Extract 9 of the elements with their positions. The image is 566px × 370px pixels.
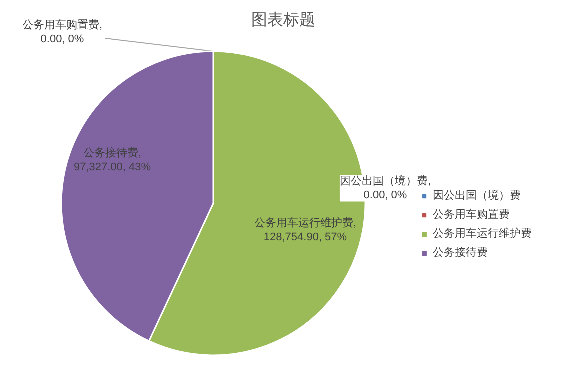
legend-label: 公务用车购置费 <box>433 208 510 222</box>
legend-label: 公务用车运行维护费 <box>433 226 532 241</box>
text: 公务用车购置费, 0.00, 0% <box>22 19 103 46</box>
data-label: 公务用车运行维护费, 128,754.90, 57% <box>254 216 357 244</box>
text: 因公出国（境）费, 0.00, 0% <box>340 175 432 202</box>
legend-label: 因公出国（境）费 <box>433 188 521 203</box>
chart-title: 图表标题 <box>252 11 316 29</box>
legend-label: 公务接待费 <box>433 246 488 260</box>
data-label: 公务接待费, 97,327.00, 43% <box>74 146 152 174</box>
